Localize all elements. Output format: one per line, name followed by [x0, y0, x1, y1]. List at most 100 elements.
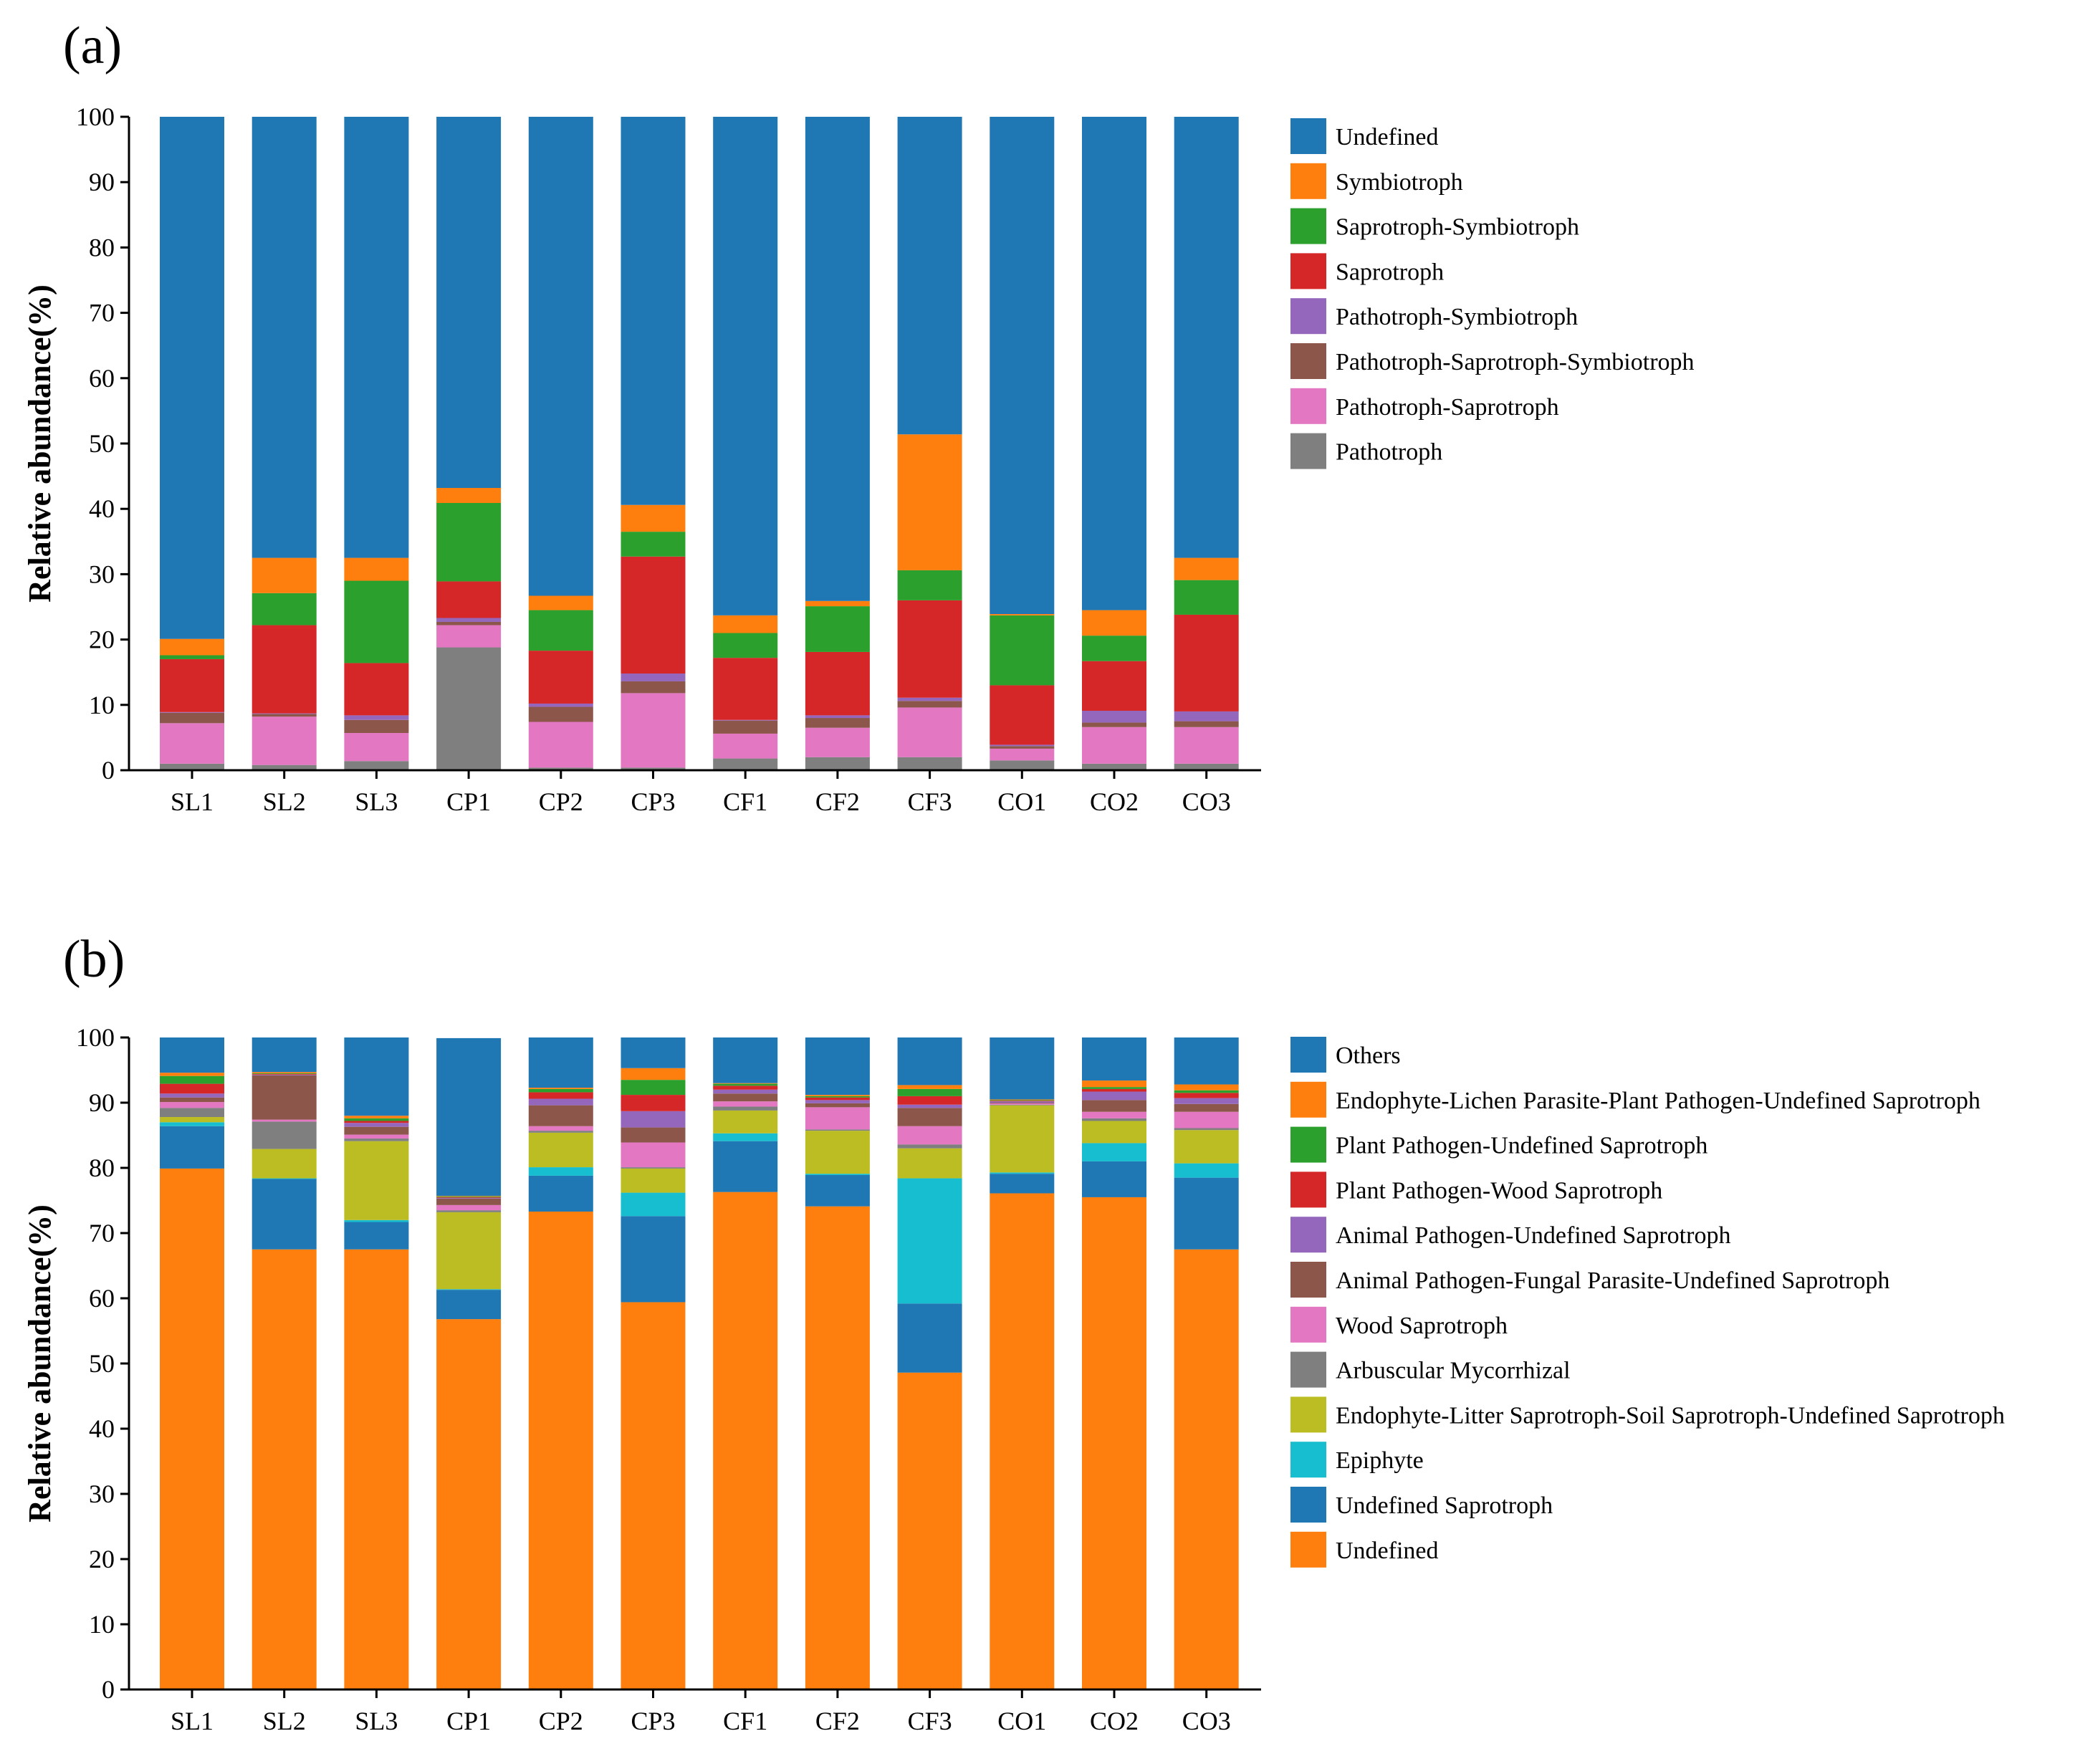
bar-segment-a-co3-s7 [1174, 117, 1239, 558]
bar-segment-b-co2-s4 [1082, 1118, 1146, 1121]
bar-segment-b-co1-s4 [990, 1104, 1055, 1106]
bar-segment-a-sl1-s3 [160, 711, 224, 713]
bar-segment-b-co2-s3 [1082, 1121, 1146, 1144]
bar-segment-a-co3-s0 [1174, 763, 1239, 770]
legend-label-a-2: Saprotroph-Symbiotroph [1336, 214, 1579, 241]
bar-segment-a-sl3-s3 [344, 715, 409, 720]
bar-segment-b-co1-s0 [990, 1193, 1055, 1689]
bar-segment-b-cf2-s1 [805, 1175, 870, 1207]
bar-segment-b-cp1-s11 [436, 1037, 502, 1197]
bar-segment-a-cp1-s2 [436, 621, 502, 625]
bar-segment-b-sl3-s2 [344, 1219, 409, 1222]
legend-label-b-0: Others [1336, 1042, 1401, 1069]
bar-segment-b-sl2-s10 [252, 1072, 317, 1074]
y-tick-label-a-100: 100 [76, 102, 115, 131]
bar-segment-a-sl3-s7 [344, 117, 409, 558]
bar-segment-b-cf3-s2 [897, 1178, 962, 1304]
bar-segment-b-sl2-s1 [252, 1179, 317, 1250]
bar-segment-b-cf1-s1 [713, 1141, 778, 1192]
y-tick-label-a-80: 80 [89, 233, 115, 262]
legend-label-a-7: Pathotroph [1336, 439, 1442, 466]
bar-segment-a-cf3-s3 [897, 697, 962, 701]
bar-segment-a-cf2-s5 [805, 606, 870, 652]
bar-segment-a-co3-s4 [1174, 614, 1239, 711]
bar-segment-b-cp2-s9 [528, 1088, 593, 1093]
bar-segment-b-sl3-s0 [344, 1249, 409, 1689]
bar-segment-b-cp2-s7 [528, 1098, 593, 1106]
legend-swatch-b-1 [1290, 1081, 1326, 1118]
y-tick-label-b-0: 0 [102, 1675, 115, 1704]
bar-segment-a-cf3-s0 [897, 757, 962, 770]
x-tick-label-a-cp3: CP3 [631, 787, 675, 816]
bar-segment-b-cp1-s1 [436, 1290, 502, 1320]
bar-segment-a-cf2-s7 [805, 117, 870, 601]
legend-label-b-3: Plant Pathogen-Wood Saprotroph [1336, 1177, 1662, 1204]
bar-segment-a-co2-s0 [1082, 763, 1146, 770]
bar-segment-a-co2-s6 [1082, 610, 1146, 636]
bar-segment-b-co1-s1 [990, 1174, 1055, 1194]
x-tick-label-b-cp3: CP3 [631, 1707, 675, 1735]
bar-segment-b-co2-s6 [1082, 1100, 1146, 1112]
bar-segment-a-sl1-s7 [160, 117, 224, 639]
bar-segment-b-co3-s11 [1174, 1037, 1239, 1085]
bar-segment-b-co2-s11 [1082, 1037, 1146, 1081]
y-tick-label-a-20: 20 [89, 625, 115, 654]
legend-label-b-5: Animal Pathogen-Fungal Parasite-Undefine… [1336, 1267, 1889, 1294]
bar-segment-a-cp3-s2 [621, 681, 686, 694]
legend-label-a-4: Pathotroph-Symbiotroph [1336, 304, 1578, 330]
y-tick-label-b-40: 40 [89, 1414, 115, 1443]
bar-segment-a-sl3-s2 [344, 719, 409, 734]
bar-segment-b-co1-s11 [990, 1037, 1055, 1100]
bar-segment-b-sl2-s6 [252, 1075, 317, 1120]
bar-segment-a-cf2-s4 [805, 651, 870, 716]
bar-segment-b-cp1-s0 [436, 1319, 502, 1689]
bar-segment-b-sl1-s10 [160, 1073, 224, 1076]
x-tick-label-a-cp1: CP1 [446, 787, 491, 816]
bar-segment-a-co1-s7 [990, 117, 1055, 615]
bar-segment-b-sl1-s11 [160, 1037, 224, 1073]
bar-segment-b-co2-s7 [1082, 1091, 1146, 1101]
bar-segment-b-cf1-s5 [713, 1101, 778, 1107]
bar-segment-b-cf1-s7 [713, 1089, 778, 1094]
bar-segment-b-sl3-s10 [344, 1116, 409, 1118]
bar-segment-a-cp2-s1 [528, 722, 593, 768]
x-tick-label-b-co2: CO2 [1090, 1707, 1139, 1735]
bar-segment-b-co1-s9 [990, 1100, 1055, 1101]
x-tick-label-a-sl3: SL3 [355, 787, 398, 816]
bar-segment-b-sl2-s5 [252, 1119, 317, 1122]
bar-segment-b-sl1-s1 [160, 1126, 224, 1169]
bar-segment-b-co1-s2 [990, 1172, 1055, 1174]
legend-label-b-2: Plant Pathogen-Undefined Saprotroph [1336, 1133, 1707, 1159]
panel-label-a: (a) [63, 16, 122, 75]
bar-segment-a-cp1-s0 [436, 647, 502, 770]
bar-segment-a-sl2-s2 [252, 714, 317, 717]
legend-swatch-b-11 [1290, 1531, 1326, 1568]
x-tick-label-b-cf1: CF1 [723, 1707, 767, 1735]
bar-segment-b-cf1-s8 [713, 1085, 778, 1090]
x-tick-label-b-sl2: SL2 [263, 1707, 306, 1735]
legend-swatch-b-5 [1290, 1262, 1326, 1298]
bar-segment-a-sl2-s4 [252, 625, 317, 714]
x-tick-label-b-cp1: CP1 [446, 1707, 491, 1735]
legend-a: Undefined Symbiotroph Saprotroph-Symbiotro… [1290, 118, 1695, 469]
bar-segment-a-sl1-s6 [160, 638, 224, 656]
bar-segment-a-cp3-s5 [621, 532, 686, 557]
x-tick-label-b-co1: CO1 [997, 1707, 1046, 1735]
legend-label-b-7: Arbuscular Mycorrhizal [1336, 1358, 1571, 1384]
bar-segment-a-cp1-s5 [436, 502, 502, 582]
bar-segment-a-cp3-s6 [621, 504, 686, 532]
legend-swatch-a-6 [1290, 388, 1326, 424]
panel-a-stacked-bar-chart: (a) SL1 SL2 SL3 CP1 CP2 CP3 CF1 CF2 CF3 CO1 CO2 CO3 0… [22, 16, 1695, 816]
legend-label-a-1: Symbiotroph [1336, 169, 1463, 196]
bar-segment-a-cf3-s2 [897, 701, 962, 708]
legend-swatch-b-6 [1290, 1306, 1326, 1343]
bar-segment-b-co2-s5 [1082, 1111, 1146, 1118]
bar-segment-a-co2-s5 [1082, 636, 1146, 661]
bar-segment-a-co3-s5 [1174, 580, 1239, 615]
x-tick-label-a-cf2: CF2 [815, 787, 860, 816]
bar-segment-a-sl2-s5 [252, 593, 317, 625]
bar-segment-a-sl3-s0 [344, 761, 409, 770]
bar-segment-b-cf1-s4 [713, 1106, 778, 1111]
bar-segment-a-cf1-s4 [713, 658, 778, 720]
y-tick-label-b-50: 50 [89, 1349, 115, 1378]
